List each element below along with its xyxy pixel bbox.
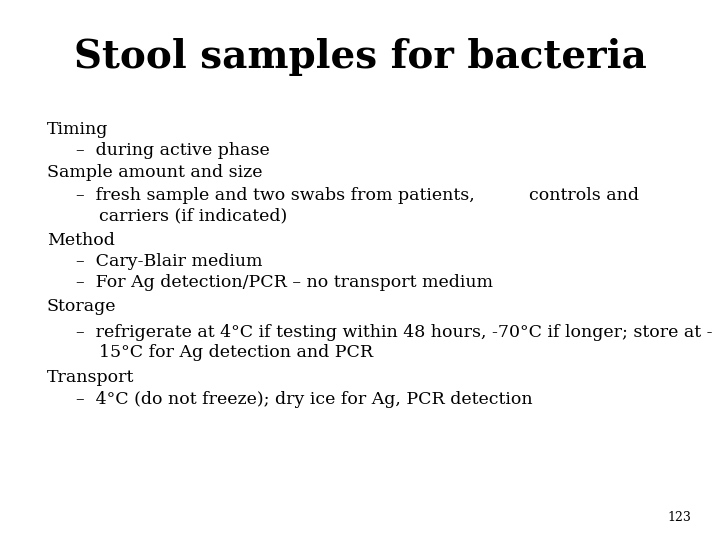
Text: Storage: Storage	[47, 298, 117, 315]
Text: –  during active phase: – during active phase	[76, 141, 269, 159]
Text: 15°C for Ag detection and PCR: 15°C for Ag detection and PCR	[99, 344, 374, 361]
Text: Transport: Transport	[47, 369, 134, 387]
Text: –  For Ag detection/PCR – no transport medium: – For Ag detection/PCR – no transport me…	[76, 274, 492, 291]
Text: Timing: Timing	[47, 121, 108, 138]
Text: –  4°C (do not freeze); dry ice for Ag, PCR detection: – 4°C (do not freeze); dry ice for Ag, P…	[76, 391, 532, 408]
Text: 123: 123	[667, 511, 691, 524]
Text: Stool samples for bacteria: Stool samples for bacteria	[73, 38, 647, 76]
Text: –  refrigerate at 4°C if testing within 48 hours, -70°C if longer; store at -: – refrigerate at 4°C if testing within 4…	[76, 323, 712, 341]
Text: –  Cary-Blair medium: – Cary-Blair medium	[76, 253, 262, 271]
Text: Method: Method	[47, 232, 114, 249]
Text: Sample amount and size: Sample amount and size	[47, 164, 262, 181]
Text: carriers (if indicated): carriers (if indicated)	[99, 207, 287, 225]
Text: controls and: controls and	[529, 187, 639, 204]
Text: –  fresh sample and two swabs from patients,: – fresh sample and two swabs from patien…	[76, 187, 474, 204]
